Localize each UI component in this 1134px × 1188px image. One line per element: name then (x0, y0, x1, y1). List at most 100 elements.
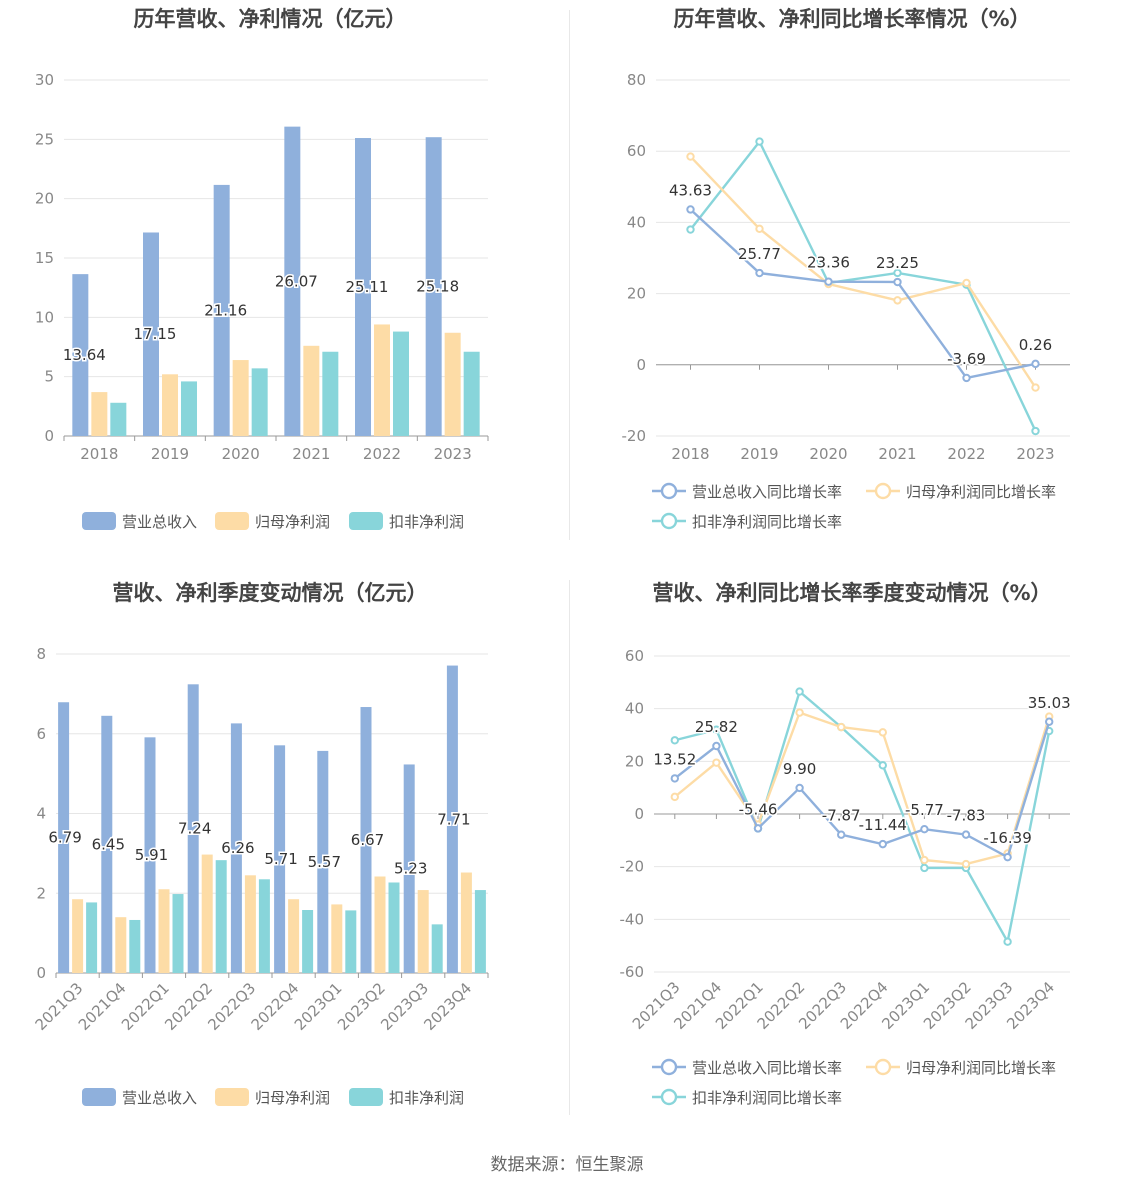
annual-growth-point (755, 224, 764, 234)
quarterly-growth-line-revenue (674, 721, 1051, 859)
annual-growth-point (893, 277, 902, 287)
annual-growth-ytick-label: 80 (627, 71, 646, 89)
quarterly-growth-data-label: -5.46 (739, 800, 778, 818)
quarterly-values-ytick-label: 6 (36, 725, 46, 743)
annual-values-bar-deducted-profit (463, 351, 480, 436)
chart-quarterly-growth: 营收、净利同比增长率季度变动情况（%） -60 -40 -20 0 20 40 60 2021Q… (570, 572, 1134, 1132)
quarterly-values-bar-revenue (317, 750, 329, 973)
annual-growth-ytick-label: 60 (627, 142, 646, 160)
quarterly-values-bar-revenue (360, 707, 372, 973)
quarterly-values-data-label: 6.79 (48, 829, 81, 847)
annual-values-data-label: 25.18 (416, 278, 459, 296)
quarterly-values-bar-revenue (403, 764, 415, 973)
annual-values-legend-label: 营业总收入 (122, 513, 197, 531)
quarterly-values-ytick-label: 4 (36, 805, 46, 823)
annual-values-bar-revenue (284, 126, 301, 437)
annual-values-bar-net-profit (91, 392, 108, 436)
quarterly-growth-point (1003, 852, 1012, 862)
annual-growth-data-label: 23.36 (807, 254, 850, 272)
quarterly-growth-point (670, 736, 680, 745)
annual-growth-data-label: 43.63 (669, 181, 712, 199)
quarterly-growth-point (920, 855, 929, 865)
annual-growth-xtick-label: 2019 (740, 445, 778, 463)
annual-values-bar-net-profit (162, 374, 178, 436)
quarterly-growth-data-label: 9.90 (783, 760, 816, 778)
annual-growth-ytick-label: -20 (622, 427, 647, 445)
quarterly-growth-legend-marker (660, 1058, 678, 1076)
quarterly-growth-ytick-label: -20 (620, 858, 645, 876)
annual-growth-ytick-label: 0 (636, 356, 646, 374)
annual-growth-point (686, 152, 695, 161)
quarterly-growth-point (920, 863, 929, 873)
quarterly-growth-point (670, 774, 680, 783)
quarterly-growth-data-label: -16.39 (983, 829, 1031, 847)
quarterly-growth-point (795, 783, 804, 793)
quarterly-values-bar-net-profit (201, 854, 213, 973)
quarterly-growth-point (920, 824, 929, 834)
annual-growth-line-revenue (689, 208, 1036, 380)
quarterly-values-bar-net-profit (158, 889, 170, 973)
quarterly-growth-line-net-profit (674, 711, 1051, 866)
quarterly-growth-data-label: -7.87 (822, 807, 861, 825)
quarterly-growth-point (878, 761, 887, 770)
quarterly-values-bar-net-profit (115, 917, 127, 973)
annual-growth-point (893, 296, 902, 305)
quarterly-values-bar-deducted-profit (388, 882, 400, 973)
chart-annual-values: 历年营收、净利情况（亿元） 0 5 10 15 20 25 30 2018 2019 2020 202… (0, 0, 570, 560)
quarterly-growth-point (795, 708, 804, 717)
vertical-divider-bottom (569, 580, 570, 1115)
annual-values-data-label: 25.11 (346, 278, 389, 296)
annual-growth-point (686, 205, 695, 214)
annual-growth-point (893, 268, 902, 278)
annual-values-xtick-label: 2018 (80, 445, 118, 463)
annual-values-ytick-label: 20 (35, 190, 54, 208)
annual-values-legend-swatch (215, 512, 249, 530)
quarterly-growth-point (878, 839, 887, 849)
annual-growth-point (1031, 359, 1040, 369)
quarterly-growth-legend-label: 归母净利润同比增长率 (906, 1059, 1056, 1077)
quarterly-values-bar-deducted-profit (215, 860, 227, 973)
annual-values-xtick-label: 2019 (151, 445, 189, 463)
annual-growth-xtick-label: 2023 (1016, 445, 1054, 463)
annual-values-data-label: 26.07 (275, 272, 318, 290)
annual-values-legend-label: 扣非净利润 (389, 513, 464, 531)
annual-values-data-label: 17.15 (134, 325, 177, 343)
annual-growth-xtick-label: 2018 (671, 445, 709, 463)
quarterly-values-bar-deducted-profit (86, 902, 98, 973)
annual-growth-ytick-label: 40 (627, 213, 646, 231)
annual-growth-ytick-label: 20 (627, 285, 646, 303)
quarterly-values-data-label: 6.26 (221, 839, 254, 857)
annual-growth-point (962, 278, 971, 288)
annual-values-xtick-label: 2021 (292, 445, 330, 463)
chart-quarterly-growth-svg: 营收、净利同比增长率季度变动情况（%）-60-40-2002040602021Q… (620, 581, 1073, 1107)
quarterly-values-bar-net-profit (460, 872, 472, 973)
quarterly-growth-point (961, 859, 971, 869)
annual-values-bar-revenue (72, 274, 89, 436)
quarterly-values-bar-net-profit (331, 904, 343, 973)
quarterly-values-legend-swatch (349, 1088, 383, 1106)
annual-values-bar-deducted-profit (110, 402, 127, 436)
quarterly-values-xtick-label: 2023Q4 (420, 979, 475, 1034)
quarterly-values-legend-label: 归母净利润 (255, 1089, 330, 1107)
annual-values-xtick-label: 2022 (363, 445, 401, 463)
annual-values-xtick-label: 2023 (434, 445, 472, 463)
annual-values-bar-net-profit (303, 345, 320, 436)
quarterly-values-bar-deducted-profit (302, 909, 314, 973)
annual-growth-legend-marker (660, 512, 678, 530)
quarterly-values-data-label: 5.57 (308, 853, 341, 871)
quarterly-growth-data-label: 13.52 (653, 750, 696, 768)
quarterly-values-title: 营收、净利季度变动情况（亿元） (113, 581, 428, 605)
quarterly-growth-legend-marker (874, 1058, 892, 1076)
quarterly-values-bar-revenue (446, 665, 458, 973)
annual-growth-line-net-profit (689, 155, 1037, 389)
quarterly-growth-point (837, 830, 846, 839)
quarterly-growth-data-label: -5.77 (905, 801, 944, 819)
quarterly-growth-point (670, 792, 680, 802)
annual-values-bar-deducted-profit (393, 331, 409, 436)
quarterly-growth-point (961, 830, 971, 839)
annual-values-bar-deducted-profit (322, 351, 339, 436)
quarterly-values-bar-revenue (187, 684, 199, 973)
quarterly-values-data-label: 6.45 (92, 835, 125, 853)
quarterly-growth-data-label: -7.83 (947, 807, 986, 825)
annual-growth-point (755, 137, 764, 146)
